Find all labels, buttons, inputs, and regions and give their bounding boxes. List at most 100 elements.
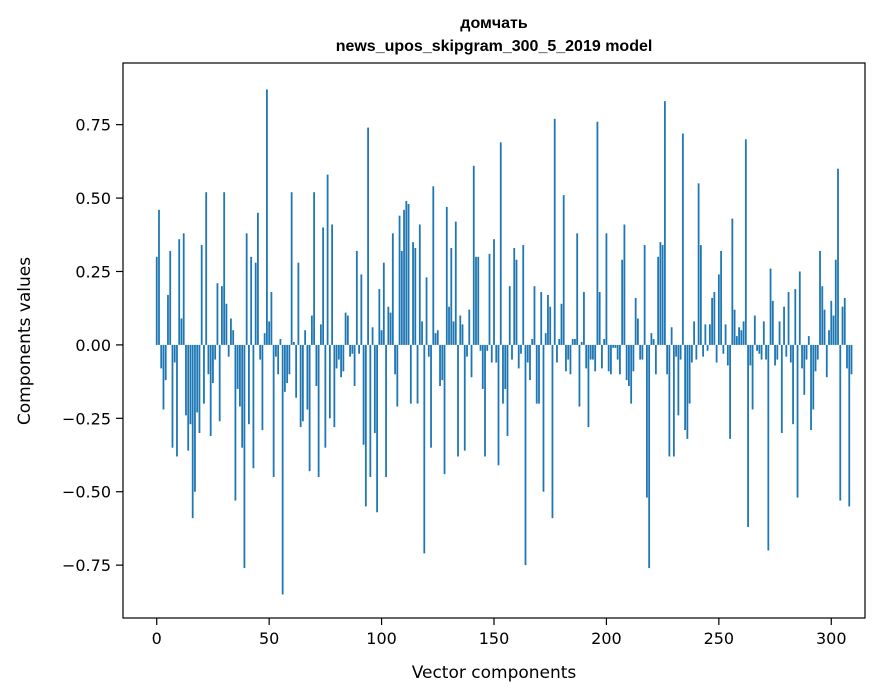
bar-245 bbox=[706, 344, 709, 351]
bar-14 bbox=[187, 344, 190, 451]
bar-4 bbox=[164, 344, 167, 381]
bar-262 bbox=[744, 139, 747, 345]
bar-197 bbox=[598, 292, 601, 345]
bar-52 bbox=[272, 344, 275, 478]
bar-144 bbox=[479, 344, 482, 351]
bar-11 bbox=[180, 318, 183, 345]
bar-256 bbox=[731, 218, 734, 345]
bar-293 bbox=[814, 344, 817, 372]
bar-94 bbox=[367, 127, 369, 345]
bar-278 bbox=[780, 344, 783, 433]
bar-112 bbox=[407, 203, 410, 345]
bar-25 bbox=[212, 344, 214, 384]
bar-146 bbox=[484, 344, 486, 457]
bar-103 bbox=[387, 306, 390, 345]
bar-61 bbox=[292, 341, 295, 345]
bar-101 bbox=[382, 262, 385, 345]
bar-172 bbox=[542, 344, 545, 492]
bar-5 bbox=[167, 294, 169, 345]
bar-119 bbox=[423, 344, 426, 554]
bar-156 bbox=[506, 344, 509, 436]
y-tick-label-5: 0.50 bbox=[75, 189, 111, 208]
bar-184 bbox=[569, 344, 572, 375]
bar-13 bbox=[185, 344, 187, 416]
bar-148 bbox=[488, 253, 491, 345]
bar-77 bbox=[328, 344, 331, 419]
bar-215 bbox=[639, 344, 642, 360]
bar-42 bbox=[250, 256, 253, 345]
bar-303 bbox=[837, 168, 839, 345]
bar-171 bbox=[540, 292, 543, 345]
bar-226 bbox=[663, 101, 666, 345]
bar-235 bbox=[684, 344, 687, 431]
bar-259 bbox=[738, 327, 740, 345]
bar-288 bbox=[803, 344, 806, 395]
bar-136 bbox=[461, 324, 464, 345]
bar-50 bbox=[268, 321, 271, 345]
bar-83 bbox=[342, 344, 345, 372]
bar-232 bbox=[677, 344, 680, 416]
bar-282 bbox=[789, 344, 792, 363]
bar-137 bbox=[463, 344, 466, 451]
bar-169 bbox=[535, 344, 538, 404]
bar-93 bbox=[364, 344, 367, 507]
bar-51 bbox=[270, 292, 273, 345]
y-tick-label-1: −0.50 bbox=[62, 483, 111, 502]
bar-71 bbox=[315, 344, 318, 387]
bar-100 bbox=[380, 330, 383, 345]
bar-185 bbox=[571, 339, 574, 345]
bar-121 bbox=[427, 344, 430, 357]
bar-253 bbox=[724, 324, 727, 345]
bar-286 bbox=[798, 271, 801, 345]
bar-228 bbox=[668, 344, 671, 457]
bar-32 bbox=[227, 344, 230, 357]
bar-37 bbox=[239, 344, 241, 407]
bar-276 bbox=[776, 344, 779, 360]
ticks-layer: 0 50 100 150 200 250 300 −0.75 −0.50 −0.25 0.00 0.2… bbox=[62, 116, 847, 648]
bar-222 bbox=[654, 344, 657, 375]
bar-291 bbox=[810, 344, 812, 431]
bar-225 bbox=[661, 245, 664, 345]
bar-198 bbox=[601, 344, 603, 369]
bar-66 bbox=[304, 330, 307, 345]
bar-218 bbox=[646, 344, 648, 498]
bar-34 bbox=[232, 330, 235, 345]
bar-40 bbox=[245, 233, 248, 345]
bar-9 bbox=[176, 344, 178, 457]
bar-104 bbox=[389, 312, 392, 345]
bar-73 bbox=[319, 324, 322, 345]
bar-109 bbox=[400, 250, 403, 345]
bar-129 bbox=[445, 206, 448, 345]
bar-219 bbox=[648, 344, 651, 569]
bar-90 bbox=[358, 344, 360, 354]
bar-29 bbox=[221, 286, 223, 345]
bar-39 bbox=[243, 344, 246, 569]
bar-306 bbox=[843, 297, 846, 345]
bar-247 bbox=[711, 297, 713, 345]
bar-193 bbox=[589, 344, 592, 360]
bar-124 bbox=[434, 333, 437, 345]
chart-title: домчать bbox=[460, 15, 528, 32]
bar-274 bbox=[771, 300, 774, 345]
bar-229 bbox=[670, 327, 673, 345]
bar-203 bbox=[612, 344, 615, 348]
bar-3 bbox=[162, 344, 165, 410]
x-tick-label-1: 50 bbox=[259, 629, 279, 648]
bar-202 bbox=[610, 344, 612, 375]
bar-10 bbox=[178, 239, 181, 345]
bar-88 bbox=[353, 344, 356, 387]
bar-135 bbox=[459, 315, 462, 345]
bar-18 bbox=[196, 344, 199, 413]
bar-20 bbox=[200, 245, 203, 345]
bar-106 bbox=[394, 344, 396, 375]
bar-305 bbox=[841, 306, 844, 345]
bar-30 bbox=[223, 192, 226, 345]
bar-213 bbox=[634, 297, 637, 345]
bar-294 bbox=[816, 344, 819, 360]
bar-255 bbox=[729, 344, 731, 439]
bar-176 bbox=[551, 344, 554, 519]
bar-17 bbox=[194, 344, 196, 492]
bar-248 bbox=[713, 292, 716, 345]
bar-27 bbox=[216, 283, 219, 345]
bar-224 bbox=[659, 242, 662, 345]
